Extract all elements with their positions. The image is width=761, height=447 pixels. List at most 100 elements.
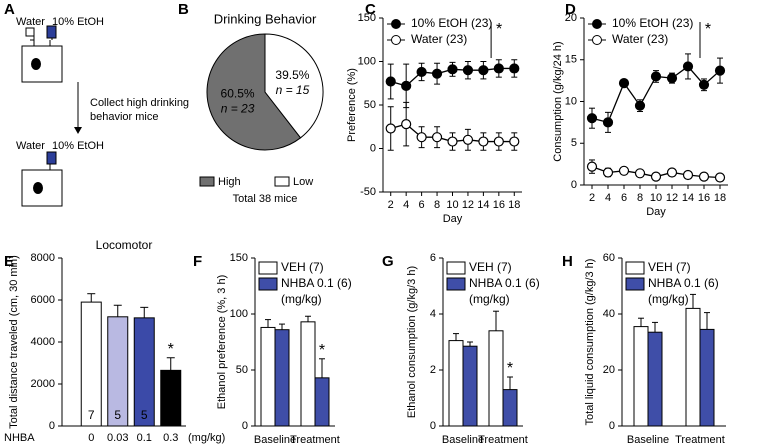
x-tick-label: 16 (493, 199, 505, 211)
marker (682, 169, 694, 181)
marker (586, 113, 598, 124)
x-tick-label: 12 (462, 199, 474, 211)
y-tick-label: 8000 (31, 252, 55, 264)
legend-label: 10% EtOH (23) (411, 16, 492, 30)
significance: * (319, 342, 325, 359)
significance: * (507, 360, 513, 377)
y-tick-label: 60 (603, 252, 615, 264)
slice-n: n = 23 (221, 102, 255, 116)
legend-swatch (274, 176, 290, 187)
marker (698, 171, 710, 182)
legend-label: NHBA 0.1 (6) (469, 276, 540, 290)
significance: * (496, 21, 502, 38)
legend-swatch (625, 277, 645, 291)
legend-label: VEH (7) (648, 260, 691, 274)
bar-label: 5 (167, 408, 174, 422)
x-tick-label: Baseline (627, 434, 669, 446)
x-tick-label: Treatment (478, 434, 528, 446)
bottle-label: 10% EtOH (52, 16, 104, 28)
marker (416, 132, 427, 143)
x-tick-label: Treatment (675, 434, 725, 446)
panel-letter: C (365, 1, 376, 18)
bar-label: 5 (114, 408, 121, 422)
marker (650, 71, 662, 82)
x-tick-label: 2 (589, 192, 595, 204)
panel-letter: H (562, 253, 573, 270)
bar (133, 317, 155, 427)
ethanol-bottle (46, 25, 57, 39)
marker (462, 65, 474, 76)
x-tick-label: 18 (508, 199, 520, 211)
marker (447, 136, 458, 147)
marker (447, 64, 458, 75)
bar (647, 331, 663, 427)
legend-label: NHBA 0.1 (6) (281, 276, 352, 290)
y-tick-label: 10 (565, 95, 577, 107)
y-tick-label: 100 (230, 308, 248, 320)
x-tick-label: 8 (434, 199, 440, 211)
x-axis-label: Day (646, 206, 666, 218)
legend-swatch (446, 261, 466, 275)
bar (699, 328, 715, 427)
y-tick-label: 0 (49, 420, 55, 432)
slice-n: n = 15 (276, 83, 310, 97)
marker (401, 119, 412, 130)
marker (431, 68, 443, 79)
legend-swatch (258, 277, 278, 291)
x-tick-label: 0 (88, 432, 94, 444)
legend-swatch (199, 176, 215, 187)
marker (634, 100, 646, 111)
marker (602, 167, 614, 178)
marker (478, 65, 489, 76)
panel-letter: G (382, 253, 394, 270)
x-tick-label: 0.03 (107, 432, 128, 444)
bar (107, 316, 129, 427)
bottle-label: Water (16, 140, 45, 152)
bar-label: 7 (88, 408, 95, 422)
marker (416, 66, 427, 78)
marker (385, 76, 396, 87)
legend-note: (mg/kg) (469, 292, 510, 306)
bar (160, 369, 182, 427)
x-prefix: NHBA (4, 432, 35, 444)
bar (260, 326, 276, 427)
bottle-label: 10% EtOH (52, 140, 104, 152)
bar (448, 340, 464, 427)
bar (685, 307, 701, 427)
legend-swatch (258, 261, 278, 275)
legend-label: High (218, 176, 241, 188)
x-tick-label: 6 (621, 192, 627, 204)
marker (650, 171, 662, 182)
x-tick-label: 14 (682, 192, 694, 204)
bottle-label: Water (16, 16, 45, 28)
chart-title: Drinking Behavior (214, 11, 317, 26)
y-tick-label: 50 (236, 364, 248, 376)
ethanol-bottle (46, 151, 57, 165)
y-axis-label: Total liquid consumption (g/kg/3 h) (584, 259, 596, 426)
legend-label: VEH (7) (469, 260, 512, 274)
bar (274, 329, 290, 427)
y-axis-label: Ethanol consumption (g/kg/3 h) (406, 266, 418, 418)
x-tick-label: 4 (605, 192, 611, 204)
marker (666, 73, 678, 84)
x-tick-label: 0.1 (137, 432, 152, 444)
y-tick-label: 0 (609, 420, 615, 432)
legend-marker (592, 19, 602, 29)
pie-slice (264, 33, 324, 139)
y-tick-label: 0 (242, 420, 248, 432)
marker (698, 79, 710, 90)
bar-label: 5 (141, 408, 148, 422)
x-tick-label: Baseline (442, 434, 484, 446)
legend-swatch (625, 261, 645, 275)
y-tick-label: 20 (603, 364, 615, 376)
x-tick-label: 16 (698, 192, 710, 204)
bar (633, 326, 649, 427)
bar (488, 330, 504, 427)
bar (462, 345, 478, 427)
panel-a: A Water 10% EtOH Collect high drinking b… (4, 1, 189, 207)
annotation: Total 38 mice (233, 193, 298, 205)
panel-letter: D (565, 1, 576, 18)
y-tick-label: 6 (430, 252, 436, 264)
x-axis-label: Day (443, 213, 463, 225)
